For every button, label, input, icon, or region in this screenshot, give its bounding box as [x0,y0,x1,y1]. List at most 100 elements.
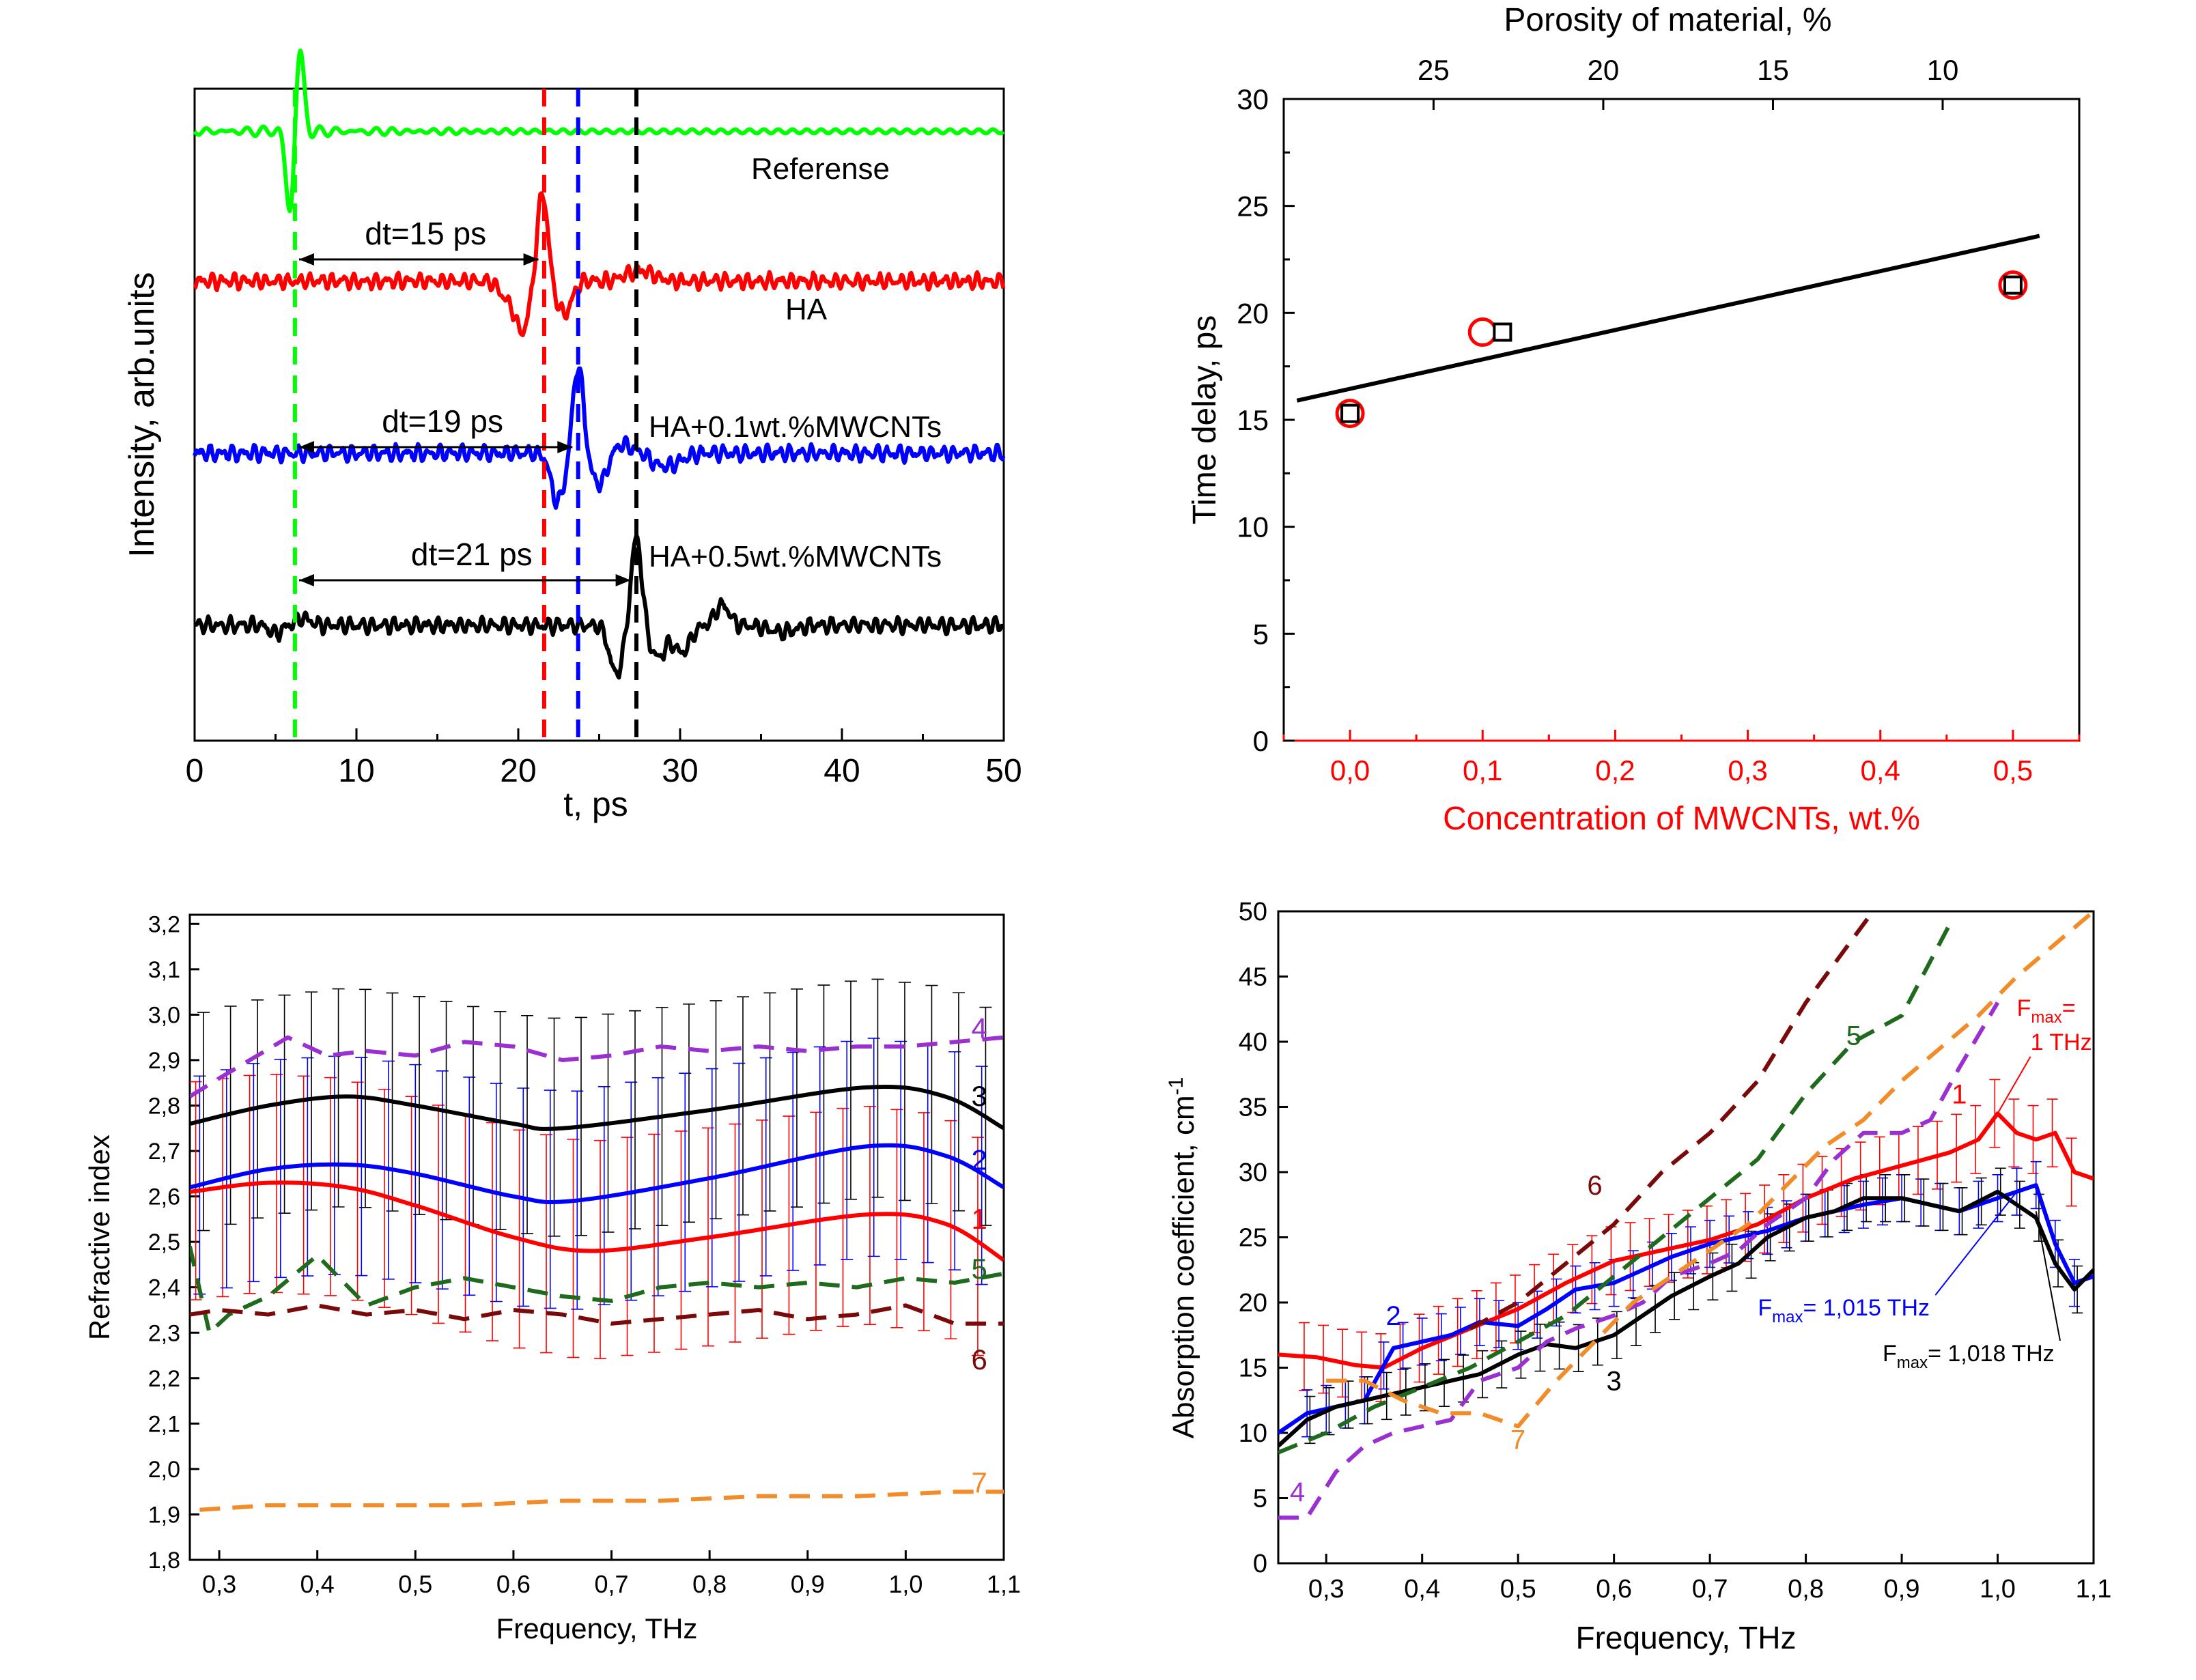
data-point-circle [1467,317,1497,347]
y-tick-label: 10 [1237,511,1269,543]
curve-label: 3 [972,1080,987,1112]
curve-label: 3 [1607,1367,1622,1397]
x-tick-label: 0,3 [1728,754,1767,786]
y-axis-label-main: Absorption coefficient, cm [1167,1095,1200,1438]
plot-area [190,978,1004,1512]
x-tick-label: 0,8 [1788,1575,1824,1604]
plot-area [1278,911,2094,1520]
x-tick-label: 0,4 [1404,1575,1440,1604]
series-line-6 [1469,911,1876,1330]
x-tick-label: 1,1 [987,1570,1021,1598]
fit-line [1296,233,2040,403]
y-tick-label: 15 [1237,404,1269,436]
y-tick-label: 40 [1239,1028,1267,1057]
y-axis-label: Intensity, arb.units [122,272,162,557]
x-tick-label: 0,0 [1330,754,1370,786]
y-axis-label: Absorption coefficient, cm-1 [1165,1077,1200,1439]
panel-d-absorption: 0,3 0,4 0,5 0,6 0,7 0,8 0,9 1,0 1,10510152025303… [1165,898,2111,1655]
x-tick-label: 40 [824,753,860,789]
x-tick-label: 10 [338,753,374,789]
y-tick-label: 30 [1237,83,1269,115]
data-point-circle [1335,399,1365,429]
curve-label: 2 [972,1143,987,1176]
signal-line-1 [193,191,1006,337]
series-line-7 [199,1490,1004,1512]
fmax-label: Fmax= [2017,995,2076,1027]
x-axis-label: Concentration of MWCNTs, wt.% [1443,801,1920,837]
x-tick-label: 50 [985,753,1022,789]
x2-tick-label: 10 [1927,54,1959,86]
dt-label: dt=19 ps [382,403,503,439]
y-tick-label: 25 [1239,1224,1267,1253]
x-tick-label: 0,9 [1884,1575,1920,1604]
curve-label: 6 [972,1343,987,1376]
dt-label: dt=15 ps [365,216,486,251]
fmax-suffix: = 1,018 THz [1928,1341,2055,1367]
y-tick-label: 10 [1239,1419,1267,1448]
fmax-pointer [1934,1191,2018,1296]
series-line-2 [190,1143,1004,1205]
series-line-5 [190,1246,1004,1337]
x-tick-label: 0,9 [791,1570,825,1598]
series-line-4 [190,1035,1004,1098]
fmax-prefix: F [1758,1295,1772,1321]
fmax-sub: max [1897,1354,1928,1372]
y-tick-label: 30 [1239,1158,1267,1187]
y-tick-label: 20 [1239,1289,1267,1318]
y-tick-label: 5 [1253,618,1269,650]
fmax-pointer [1997,1056,2031,1114]
data-point-square [1340,403,1360,423]
curve-label: 7 [1510,1425,1525,1455]
curve-label: 2 [1385,1301,1400,1331]
series-line-5 [1278,923,1952,1455]
dt-label: dt=21 ps [411,537,533,572]
dt-arrow-head-right [523,253,539,266]
x-tick-label: 0,8 [692,1570,727,1598]
panel-d-frame [1277,910,2095,1565]
dt-arrow-head-right [615,574,631,586]
y-tick-label: 2,5 [148,1229,180,1255]
fmax-prefix: F [1883,1341,1897,1367]
data-point-circle [1998,270,2028,300]
data-point-square [1493,322,1512,342]
x-axis-label: Frequency, THz [496,1612,698,1645]
x-tick-label: 0,7 [595,1570,629,1598]
x-tick-label: 1,0 [888,1570,923,1598]
y-tick-label: 3,0 [148,1002,180,1028]
fmax-label: Fmax= 1,015 THz [1758,1295,1930,1326]
signal-line-0 [193,48,1005,214]
y-tick-label: 3,1 [148,957,180,983]
signal-line-3 [193,533,1005,680]
x-tick-label: 30 [662,753,698,789]
series-line-4 [1278,1001,2000,1520]
trace-label: Referense [751,152,890,186]
data-point-square [2003,275,2023,295]
curve-label: 4 [1290,1477,1305,1507]
y-tick-label: 1,9 [148,1502,180,1528]
fmax-suffix: = 1,015 THz [1803,1295,1930,1321]
curve-label: 5 [972,1253,987,1285]
x-tick-label: 1,0 [1980,1575,2016,1604]
curve-label: 4 [972,1012,987,1044]
fmax-sub: max [1772,1308,1803,1326]
x-tick-label: 0,6 [1596,1575,1632,1604]
series-line-3 [190,1085,1004,1131]
x-tick-label: 0,4 [300,1570,335,1598]
fmax-label: Fmax= 1,018 THz [1883,1341,2055,1372]
x2-axis-label: Porosity of material, % [1504,2,1831,38]
x-tick-label: 0,5 [398,1570,432,1598]
series-line-1 [1278,1111,2094,1370]
y-tick-label: 2,1 [148,1411,180,1437]
y-tick-label: 45 [1239,963,1267,992]
panel-c-frame [188,913,1005,1561]
y-axis-label: Refractive index [83,1135,115,1340]
x-tick-label: 1,1 [2076,1575,2112,1604]
y-tick-label: 2,6 [148,1184,180,1210]
y-tick-label: 2,7 [148,1139,180,1165]
x-tick-label: 0,4 [1861,754,1900,786]
trace-label: HA+0.5wt.%MWCNTs [649,540,942,573]
y-tick-label: 5 [1253,1485,1267,1513]
trace-label: HA [785,293,828,326]
y-tick-label: 25 [1237,190,1269,223]
